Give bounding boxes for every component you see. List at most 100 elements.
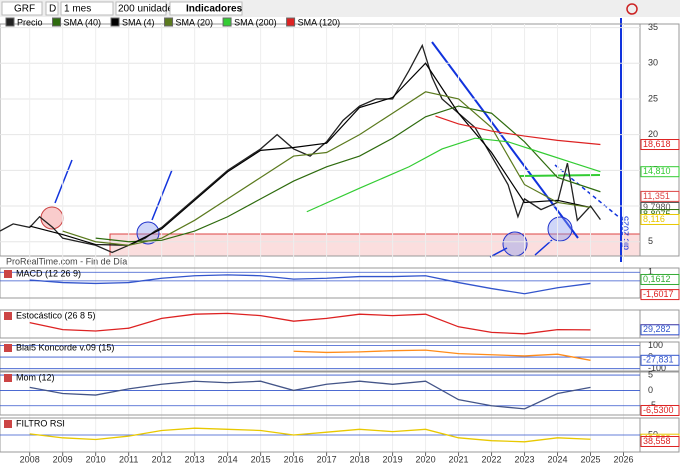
watermark: ProRealTime.com - Fin de Día xyxy=(6,256,127,266)
x-tick-label: 2010 xyxy=(86,454,106,464)
level-line xyxy=(519,174,601,177)
value-label: 9,7980 xyxy=(643,202,671,212)
date-marker-label: dic 2025 xyxy=(620,216,630,250)
value-label-box xyxy=(640,213,680,225)
y-tick-label: 100 xyxy=(648,340,663,350)
legend-swatch xyxy=(5,17,15,27)
value-label: 14,810 xyxy=(643,166,671,176)
interval[interactable]: 1 mes xyxy=(64,4,91,15)
value-label-box xyxy=(640,289,680,301)
toolbar: GRF D 1 mes 200 unidades Indicadores xyxy=(0,0,680,17)
x-tick-label: 2017 xyxy=(317,454,337,464)
value-label-box xyxy=(640,166,680,178)
alert-icon[interactable] xyxy=(626,3,638,15)
x-tick-label: 2025 xyxy=(580,454,600,464)
y-tick-label: 20 xyxy=(648,129,658,139)
symbol-box[interactable] xyxy=(1,1,43,16)
units-box[interactable] xyxy=(115,1,167,16)
series-line xyxy=(306,137,601,213)
legend-label: SMA (120) xyxy=(298,17,341,27)
legend-label: Precio xyxy=(17,17,43,27)
legend-label: SMA (200) xyxy=(234,17,277,27)
legend-label: SMA (4) xyxy=(122,17,155,27)
x-tick-label: 2024 xyxy=(548,454,568,464)
x-tick-label: 2014 xyxy=(218,454,238,464)
x-tick-label: 2016 xyxy=(284,454,304,464)
arrow xyxy=(54,159,73,204)
value-label: 0,1612 xyxy=(643,274,671,284)
panel-icon xyxy=(4,374,12,382)
symbol[interactable]: GRF xyxy=(14,4,35,15)
series-line xyxy=(29,427,591,443)
legend-swatch xyxy=(52,17,62,27)
legend-swatch xyxy=(110,17,120,27)
value-label: 8,8075 xyxy=(643,209,671,219)
x-tick-label: 2009 xyxy=(53,454,73,464)
indicators[interactable]: Indicadores xyxy=(186,4,243,15)
x-tick-label: 2008 xyxy=(20,454,40,464)
legend-swatch xyxy=(286,17,296,27)
indicators-box[interactable] xyxy=(169,1,243,16)
legend-label: SMA (20) xyxy=(176,17,214,27)
panel-title: FILTRO RSI xyxy=(16,418,65,428)
x-tick-label: 2020 xyxy=(416,454,436,464)
period-box[interactable] xyxy=(45,1,59,16)
y-tick-label: -100 xyxy=(648,363,666,373)
trend-line xyxy=(431,41,579,239)
series-line xyxy=(29,274,591,295)
series-line xyxy=(0,43,601,254)
y-tick-label: 25 xyxy=(648,93,658,103)
panel-frame xyxy=(0,309,680,339)
value-label: 38,558 xyxy=(643,436,671,446)
y-tick-label: 0 xyxy=(648,385,653,395)
interval-box[interactable] xyxy=(60,1,114,16)
panel-frame xyxy=(0,371,680,416)
legend-label: SMA (40) xyxy=(64,17,102,27)
annotations xyxy=(40,18,641,262)
period-code[interactable]: D xyxy=(49,4,56,15)
panel-icon xyxy=(4,344,12,352)
panel-icon xyxy=(4,312,12,320)
x-tick-label: 2019 xyxy=(383,454,403,464)
series-line xyxy=(29,380,591,410)
y-tick-label: 35 xyxy=(648,22,658,32)
value-label-box xyxy=(640,273,680,285)
x-tick-label: 2023 xyxy=(515,454,535,464)
x-tick-label: 2011 xyxy=(119,454,138,464)
x-tick-label: 2015 xyxy=(251,454,271,464)
series-line xyxy=(95,105,601,243)
arrow xyxy=(534,239,553,256)
value-label-box xyxy=(640,435,680,447)
value-label-box xyxy=(640,324,680,336)
value-label: 11,351 xyxy=(643,191,670,201)
panel-title: MACD (12 26 9) xyxy=(16,268,81,278)
y-tick-label: 1 xyxy=(648,267,653,277)
value-label-box xyxy=(640,404,680,416)
x-tick-label: 2012 xyxy=(152,454,172,464)
panel-icon xyxy=(4,270,12,278)
value-label: 29,282 xyxy=(643,324,671,334)
value-label: 8,116 xyxy=(643,214,665,224)
x-tick-label: 2013 xyxy=(185,454,205,464)
units[interactable]: 200 unidades xyxy=(118,4,178,15)
legend-swatch xyxy=(164,17,174,27)
value-label: -27,831 xyxy=(643,355,674,365)
series-line xyxy=(293,349,591,361)
value-label-box xyxy=(640,139,680,151)
y-tick-label: 30 xyxy=(648,58,658,68)
highlight-circle xyxy=(502,231,528,257)
value-label: -6,5300 xyxy=(643,405,674,415)
panel-title: Mom (12) xyxy=(16,372,55,382)
x-tick-label: 2018 xyxy=(350,454,370,464)
y-tick-label: 5 xyxy=(648,236,653,246)
highlight-circle xyxy=(547,216,573,242)
value-label-box xyxy=(640,354,680,366)
series-line xyxy=(435,115,601,146)
series-line xyxy=(62,91,591,246)
x-tick-label: 2026 xyxy=(613,454,633,464)
value-label: 18,618 xyxy=(643,139,671,149)
y-tick-label: 5 xyxy=(648,369,653,379)
value-label-box xyxy=(640,190,680,202)
